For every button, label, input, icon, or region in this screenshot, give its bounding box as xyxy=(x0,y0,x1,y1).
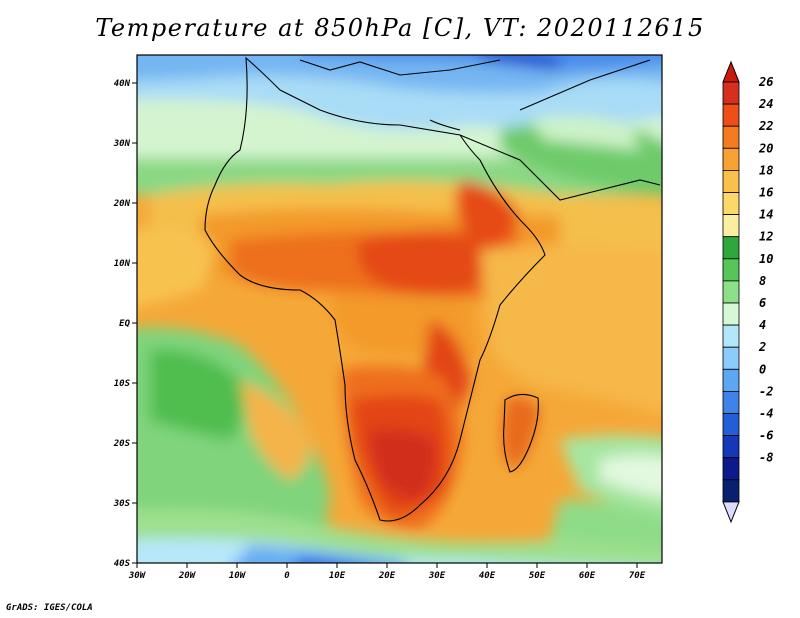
colorbar-label: 26 xyxy=(758,75,773,89)
lat-tick-label: 20N xyxy=(113,199,131,209)
lon-tick-label: 50E xyxy=(529,571,546,581)
colorbar-swatch xyxy=(722,147,740,171)
colorbar-swatch xyxy=(722,103,740,127)
colorbar-swatch xyxy=(722,258,740,282)
colorbar-swatch xyxy=(722,125,740,149)
lon-tick-label: 30W xyxy=(128,571,147,581)
lon-tick-label: 30E xyxy=(428,571,446,581)
colorbar-label: 12 xyxy=(759,230,773,244)
lat-tick-label: 10S xyxy=(114,379,131,389)
colorbar-over-triangle xyxy=(722,60,740,83)
colorbar-label: 14 xyxy=(759,208,773,222)
lat-tick-label: 40S xyxy=(114,559,131,569)
latitude-axis: 40N 30N 20N 10N EQ 10S 20S 30S 40S xyxy=(113,79,137,569)
colorbar-swatch xyxy=(722,302,740,326)
colorbar-label: -6 xyxy=(759,429,773,443)
colorbar-label: 24 xyxy=(758,97,773,111)
lat-tick-label: 20S xyxy=(113,439,131,449)
map-title: Temperature at 850hPa [C], VT: 202011261… xyxy=(95,14,705,42)
lon-tick-label: 40E xyxy=(479,571,496,581)
colorbar-label: 2 xyxy=(758,340,766,354)
colorbar-swatch xyxy=(722,324,740,348)
colorbar-label: 22 xyxy=(758,119,773,133)
lon-tick-label: 70E xyxy=(629,571,646,581)
longitude-axis: 30W 20W 10W 0 10E 20E 30E 40E 50E 60E 70E xyxy=(128,563,646,581)
colorbar-swatch xyxy=(722,214,740,238)
colorbar-label: 6 xyxy=(759,296,766,310)
lat-tick-label: 30S xyxy=(113,499,131,509)
colorbar-swatch xyxy=(722,169,740,193)
lon-tick-label: 20W xyxy=(178,571,197,581)
map-frame xyxy=(136,54,663,564)
lon-tick-label: 60E xyxy=(579,571,596,581)
colorbar-swatch xyxy=(722,435,740,459)
lat-tick-label: 40N xyxy=(114,79,131,89)
colorbar-swatch xyxy=(722,192,740,216)
colorbar-label: 8 xyxy=(759,274,766,288)
colorbar-swatch xyxy=(722,479,740,503)
colorbar-label: 4 xyxy=(759,318,766,332)
colorbar-label: 0 xyxy=(759,362,766,376)
colorbar-swatch xyxy=(722,457,740,481)
temperature-field xyxy=(137,55,662,563)
colorbar-swatch xyxy=(722,346,740,370)
colorbar-label: 16 xyxy=(759,186,773,200)
lat-tick-label: 30N xyxy=(113,139,131,149)
lon-tick-label: 10W xyxy=(229,571,247,581)
lon-tick-label: 0 xyxy=(284,571,290,581)
madagascar-coast xyxy=(503,393,539,473)
colorbar-swatch xyxy=(722,390,740,414)
africa-coast xyxy=(204,56,546,522)
colorbar-label: -2 xyxy=(759,384,773,398)
lon-tick-label: 10E xyxy=(329,571,346,581)
colorbar-swatch xyxy=(722,236,740,260)
colorbar-swatch xyxy=(722,413,740,437)
coastlines xyxy=(204,56,661,522)
colorbar-swatch xyxy=(722,368,740,392)
colorbar-swatch xyxy=(722,81,740,105)
lat-tick-label: EQ xyxy=(119,319,130,329)
credit-text: GrADS: IGES/COLA xyxy=(6,603,93,613)
colorbar-label: -4 xyxy=(759,407,773,421)
colorbar-label: 18 xyxy=(759,163,773,177)
lat-tick-label: 10N xyxy=(114,259,131,269)
colorbar-label: 20 xyxy=(758,141,773,155)
colorbar-label: 10 xyxy=(759,252,773,266)
lon-tick-label: 20E xyxy=(378,571,396,581)
colorbar-swatch xyxy=(722,280,740,304)
colorbar-under-triangle xyxy=(722,501,740,524)
colorbar-label: -8 xyxy=(759,451,773,465)
